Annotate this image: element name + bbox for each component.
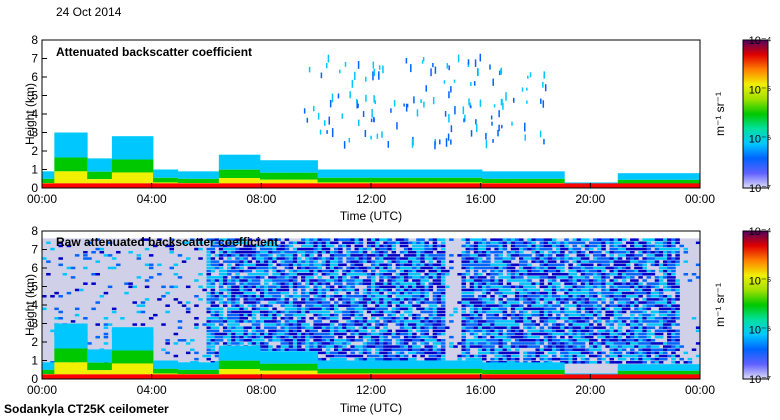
colorbar-unit-raw: m⁻¹ sr⁻¹: [713, 283, 727, 327]
panel-title-filtered: Attenuated backscatter coefficient: [56, 45, 252, 59]
colorbar-filtered: 10⁻⁴ 10⁻⁵ 10⁻⁶ 10⁻⁷ m⁻¹ sr⁻¹: [713, 35, 772, 195]
x-tick-label: 08:00: [246, 383, 276, 397]
y-tick-label: 0: [31, 181, 38, 195]
x-axis-label-raw: Time (UTC): [340, 401, 402, 415]
date-label: 24 Oct 2014: [56, 5, 122, 19]
colorbar-unit-filtered: m⁻¹ sr⁻¹: [713, 92, 727, 136]
y-axis-label-raw: Height (km): [23, 274, 37, 336]
heatmap-raw: [42, 238, 700, 379]
x-axis-label-filtered: Time (UTC): [340, 209, 402, 223]
colorbar-tick-label: 10⁻⁵: [749, 84, 772, 96]
x-tick-label: 04:00: [137, 383, 167, 397]
colorbar-tick-label: 10⁻⁴: [749, 226, 772, 238]
y-tick-label: 4: [31, 107, 38, 121]
heatmap-filtered: [42, 53, 700, 188]
y-tick-label: 8: [31, 224, 38, 238]
colorbar-tick-label: 10⁻⁶: [749, 325, 772, 337]
y-ticks-filtered: 0 1 2 3 4 5 6 7 8: [31, 33, 47, 195]
x-tick-label: 16:00: [466, 383, 496, 397]
x-tick-label: 04:00: [137, 192, 167, 206]
colorbar-raw: 10⁻⁴ 10⁻⁵ 10⁻⁶ 10⁻⁷ m⁻¹ sr⁻¹: [713, 226, 772, 386]
y-ticks-raw: 0 1 2 3 4 5 6 7 8: [31, 224, 47, 386]
x-tick-label: 00:00: [27, 383, 57, 397]
y-tick-label: 1: [31, 163, 38, 177]
panel-raw: Raw attenuated backscatter coefficient 0…: [23, 224, 772, 415]
panel-filtered: Attenuated backscatter coefficient 00:00…: [23, 33, 772, 223]
x-tick-label: 08:00: [246, 192, 276, 206]
x-tick-label: 00:00: [685, 192, 715, 206]
x-tick-label: 12:00: [356, 383, 386, 397]
y-tick-label: 7: [31, 243, 38, 257]
colorbar-tick-label: 10⁻⁵: [749, 275, 772, 287]
x-tick-label: 00:00: [27, 192, 57, 206]
x-ticks-raw: 00:00 04:00 08:00 12:00 16:00 20:00 00:00: [27, 374, 715, 397]
y-tick-label: 3: [31, 126, 38, 140]
y-tick-label: 0: [31, 372, 38, 386]
colorbar-tick-label: 10⁻⁶: [749, 134, 772, 146]
y-tick-label: 1: [31, 354, 38, 368]
y-axis-label-filtered: Height (km): [23, 83, 37, 145]
x-tick-label: 20:00: [575, 192, 605, 206]
y-tick-label: 6: [31, 70, 38, 84]
footer-label: Sodankyla CT25K ceilometer: [4, 402, 169, 416]
y-tick-label: 3: [31, 317, 38, 331]
y-tick-label: 5: [31, 89, 38, 103]
x-tick-label: 00:00: [685, 383, 715, 397]
colorbar-tick-label: 10⁻⁷: [749, 374, 771, 386]
panel-title-raw: Raw attenuated backscatter coefficient: [56, 235, 278, 249]
y-tick-label: 5: [31, 280, 38, 294]
y-tick-label: 2: [31, 144, 38, 158]
y-tick-label: 7: [31, 52, 38, 66]
x-tick-label: 12:00: [356, 192, 386, 206]
y-tick-label: 6: [31, 261, 38, 275]
colorbar-tick-label: 10⁻⁴: [749, 35, 772, 47]
y-tick-label: 4: [31, 298, 38, 312]
x-ticks-filtered: 00:00 04:00 08:00 12:00 16:00 20:00 00:00: [27, 183, 715, 206]
x-tick-label: 16:00: [466, 192, 496, 206]
colorbar-tick-label: 10⁻⁷: [749, 183, 771, 195]
y-tick-label: 8: [31, 33, 38, 47]
x-tick-label: 20:00: [575, 383, 605, 397]
y-tick-label: 2: [31, 335, 38, 349]
